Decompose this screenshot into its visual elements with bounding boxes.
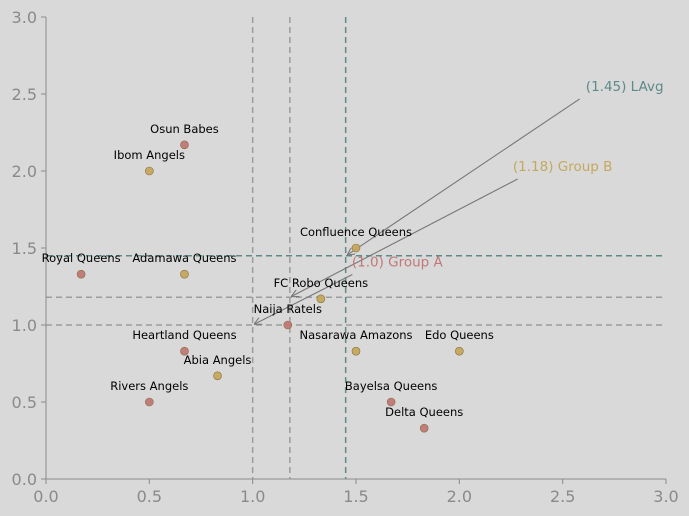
y-tick-label: 0.5 (12, 393, 37, 412)
reference-labels: (1.0) Group A (1.18) Group B (1.45) LAvg (352, 79, 664, 271)
annotation-arrow (292, 178, 518, 296)
annotation-arrow (255, 273, 353, 324)
x-tick-label: 2.0 (447, 487, 472, 506)
y-tick-label: 3.0 (12, 8, 37, 27)
point-label: Ibom Angels (114, 148, 185, 162)
data-point (76, 269, 86, 279)
point-labels: Osun Babes Ibom Angels Royal Queens Adamawa… (42, 122, 494, 419)
annotation-arrow (348, 98, 580, 255)
y-tick-label: 2.5 (12, 85, 37, 104)
data-point (145, 397, 154, 407)
data-point (351, 243, 361, 253)
reference-label: (1.45) LAvg (586, 79, 664, 95)
annotation-arrows (255, 98, 580, 324)
x-tick-label: 0.5 (137, 487, 162, 506)
point-label: Confluence Queens (300, 225, 412, 239)
y-tick-label: 2.0 (12, 162, 37, 181)
data-point (386, 397, 396, 407)
y-tick-label: 1.0 (12, 316, 37, 335)
data-point (419, 423, 429, 433)
reference-lines (46, 17, 666, 479)
x-tick-label: 1.5 (343, 487, 368, 506)
point-label: FC Robo Queens (274, 276, 369, 290)
data-point (180, 269, 189, 279)
x-tick-label: 2.5 (550, 487, 575, 506)
data-point (283, 320, 293, 330)
point-label: Bayelsa Queens (345, 379, 437, 393)
point-label: Osun Babes (150, 122, 219, 136)
data-point (145, 166, 154, 176)
data-point (213, 371, 222, 381)
axes: 0.0 0.5 1.0 1.5 2.0 2.5 3.0 0.0 0.5 1.0 1.5 2.0 2.5 3… (12, 8, 679, 506)
reference-label: (1.0) Group A (352, 254, 444, 270)
data-point (180, 140, 189, 150)
point-label: Abia Angels (184, 353, 252, 367)
point-label: Nasarawa Amazons (299, 328, 412, 342)
y-tick-label: 1.5 (12, 239, 37, 258)
data-point (180, 346, 189, 356)
x-tick-label: 3.0 (653, 487, 678, 506)
reference-label: (1.18) Group B (513, 159, 613, 175)
y-tick-label: 0.0 (12, 470, 37, 489)
data-point (316, 294, 326, 304)
point-label: Adamawa Queens (132, 251, 236, 265)
x-tick-label: 0.0 (33, 487, 58, 506)
point-label: Delta Queens (385, 405, 463, 419)
data-points (76, 140, 464, 433)
point-label: Heartland Queens (132, 328, 236, 342)
data-point (455, 346, 464, 356)
point-label: Edo Queens (425, 328, 494, 342)
point-label: Rivers Angels (110, 379, 188, 393)
point-label: Naija Ratels (254, 302, 322, 316)
data-point (351, 346, 361, 356)
x-tick-label: 1.0 (240, 487, 265, 506)
point-label: Royal Queens (42, 251, 121, 265)
